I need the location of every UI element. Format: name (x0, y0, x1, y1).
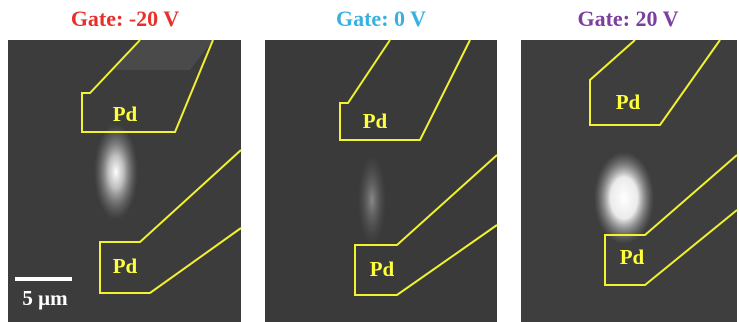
emission-spot (94, 124, 138, 220)
panel-title: Gate: -20 V (71, 6, 179, 31)
electrode-label: Pd (113, 254, 138, 278)
electrode-label: Pd (616, 90, 641, 114)
emission-spot (358, 155, 386, 245)
scale-bar-label: 5 μm (22, 286, 68, 310)
figure: Gate: -20 V Pd Pd 5 μm Gate: 0 V Pd Pd G… (0, 0, 739, 322)
electrode-label: Pd (113, 102, 138, 126)
panel-title: Gate: 20 V (577, 6, 678, 31)
emission-spot (594, 152, 654, 244)
electrode-label: Pd (370, 257, 395, 281)
electrode-label: Pd (620, 245, 645, 269)
panel-title: Gate: 0 V (336, 6, 426, 31)
electrode-label: Pd (363, 109, 388, 133)
